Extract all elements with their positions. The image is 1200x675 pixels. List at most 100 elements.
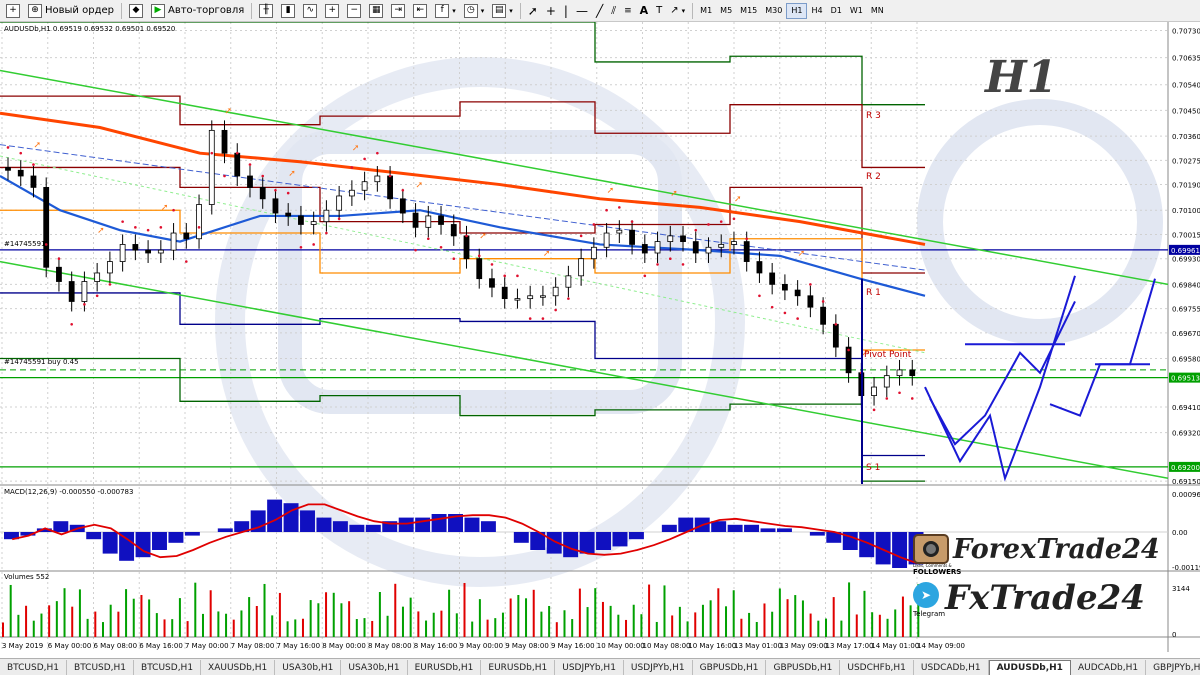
- macd-bar: [727, 524, 743, 532]
- text-label-button[interactable]: T: [652, 2, 666, 20]
- timeframe-m15[interactable]: M15: [740, 6, 758, 15]
- volume-bar: [25, 605, 28, 637]
- time-tick-label: 7 May 00:00: [185, 642, 229, 650]
- fibonacci-icon: ≡: [624, 5, 632, 16]
- indicators-button[interactable]: f ▾: [431, 2, 460, 20]
- chart-window[interactable]: 0.70730 0.70635 0.70540 0.70450 0.70360 0.702…: [0, 22, 1200, 652]
- timeframe-w1[interactable]: W1: [849, 6, 863, 15]
- bar-chart-icon: ╫: [259, 3, 274, 18]
- time-tick-label: 9 May 16:00: [551, 642, 595, 650]
- chart-tab[interactable]: USDJPYb,H1: [624, 660, 693, 675]
- timeframe-m30[interactable]: M30: [765, 6, 783, 15]
- chart-tab[interactable]: USA30b,H1: [275, 660, 342, 675]
- candlestick-button[interactable]: ▮: [277, 2, 299, 20]
- arrows-button[interactable]: ↗ ▾: [666, 2, 689, 20]
- camera-icon: [923, 541, 939, 557]
- text-button[interactable]: A: [636, 2, 653, 20]
- pivot-s1-line: [0, 292, 925, 457]
- templates-button[interactable]: ▤ ▾: [488, 2, 517, 20]
- sar-dot: [579, 234, 583, 238]
- chart-tab[interactable]: USDCHFb,H1: [840, 660, 914, 675]
- time-tick-label: 6 May 08:00: [94, 642, 138, 650]
- fibonacci-button[interactable]: ≡: [620, 2, 636, 20]
- chart-tab[interactable]: XAUUSDb,H1: [201, 660, 276, 675]
- chart-tab[interactable]: USDJPYb,H1: [555, 660, 624, 675]
- auto-trading-button[interactable]: ▶ Авто-торговля: [147, 2, 248, 20]
- chart-tab[interactable]: EURUSDb,H1: [481, 660, 556, 675]
- crosshair-button[interactable]: +: [542, 2, 560, 20]
- timeframe-m5[interactable]: M5: [720, 6, 733, 15]
- timeframe-mn[interactable]: MN: [870, 6, 884, 15]
- vertical-line-button[interactable]: |: [560, 2, 572, 20]
- price-highlight-box: [1169, 244, 1200, 255]
- volume-bar: [194, 582, 197, 637]
- sar-dot: [656, 263, 659, 266]
- macd-tick-label: 0.00: [1172, 529, 1188, 537]
- horizontal-line-button[interactable]: —: [572, 2, 592, 20]
- chart-tab[interactable]: BTCUSD,H1: [0, 660, 68, 675]
- macd-bar: [892, 532, 908, 568]
- zoom-out-button[interactable]: −: [343, 2, 365, 20]
- sar-dot: [643, 274, 647, 278]
- sar-dot: [694, 228, 698, 232]
- chart-tab[interactable]: GBPUSDb,H1: [693, 660, 767, 675]
- bar-chart-button[interactable]: ╫: [255, 2, 277, 20]
- chart-tab[interactable]: AUDUSDb,H1: [988, 660, 1071, 675]
- new-chart-button[interactable]: +: [2, 2, 24, 20]
- time-tick-label: 14 May 01:00: [871, 642, 919, 650]
- chart-tab[interactable]: USA30b,H1: [341, 660, 408, 675]
- cursor-button[interactable]: ➚: [524, 2, 542, 20]
- watermark-shield: [278, 130, 682, 414]
- pivot-r1-line: [0, 166, 925, 274]
- timeframe-d1[interactable]: D1: [830, 6, 842, 15]
- chart-tab[interactable]: GBPJPYb,H1: [1146, 660, 1200, 675]
- bull-candle: [208, 129, 215, 205]
- price-chart[interactable]: 0.70730 0.70635 0.70540 0.70450 0.70360 0.702…: [0, 22, 1200, 652]
- volume-bar: [817, 620, 820, 637]
- instagram-followers: FOLLOWERS: [913, 568, 962, 576]
- chart-tab[interactable]: AUDCADb,H1: [1071, 660, 1147, 675]
- macd-bar: [464, 517, 480, 532]
- periods-button[interactable]: ◷ ▾: [460, 2, 489, 20]
- metaeditor-button[interactable]: ◆: [125, 2, 147, 20]
- price-tick-label: 0.70730: [1172, 28, 1200, 36]
- sar-dot: [554, 308, 557, 312]
- chart-tab[interactable]: EURUSDb,H1: [408, 660, 482, 675]
- volume-bar: [440, 610, 443, 637]
- trendline-button[interactable]: ╱: [592, 2, 607, 20]
- chart-tab[interactable]: BTCUSD,H1: [134, 660, 202, 675]
- new-order-button[interactable]: ⊕ Новый ордер: [24, 2, 118, 20]
- macd-bar: [316, 517, 332, 532]
- bull-candle: [871, 386, 877, 396]
- auto-scroll-button[interactable]: ⇥: [387, 2, 409, 20]
- macd-label: MACD(12,26,9) -0.000550 -0.000783: [4, 488, 134, 496]
- timeframe-h4[interactable]: H4: [811, 6, 823, 15]
- chart-shift-button[interactable]: ⇤: [409, 2, 431, 20]
- chart-tab[interactable]: BTCUSD,H1: [67, 660, 135, 675]
- chart-tab[interactable]: USDCADb,H1: [914, 660, 989, 675]
- fractal-up-icon: ➚: [607, 186, 615, 196]
- tile-windows-button[interactable]: ▦: [365, 2, 387, 20]
- sar-dot: [796, 317, 799, 320]
- macd-bar: [135, 532, 151, 558]
- volume-bar: [432, 612, 435, 637]
- volume-bar: [701, 604, 704, 637]
- timeframe-h1[interactable]: H1: [786, 2, 808, 19]
- timeframe-m1[interactable]: M1: [700, 6, 713, 15]
- time-tick-label: 10 May 16:00: [688, 642, 736, 650]
- line-chart-button[interactable]: ∿: [299, 2, 321, 20]
- order-line-label: #14745591: [4, 240, 46, 248]
- bear-candle: [259, 187, 266, 200]
- channel-button[interactable]: ⫽: [607, 2, 620, 20]
- sar-dot: [770, 305, 774, 309]
- fractal-up-icon: ➚: [161, 203, 169, 213]
- sar-dot: [223, 174, 226, 178]
- chart-shift-icon: ⇤: [413, 3, 428, 18]
- chart-tab[interactable]: GBPUSDb,H1: [766, 660, 841, 675]
- bull-candle: [119, 244, 126, 262]
- volume-bar: [217, 611, 220, 637]
- volume-bar: [563, 610, 566, 637]
- zoom-in-button[interactable]: +: [321, 2, 343, 20]
- volume-bar: [40, 613, 43, 637]
- macd-bar: [152, 532, 167, 550]
